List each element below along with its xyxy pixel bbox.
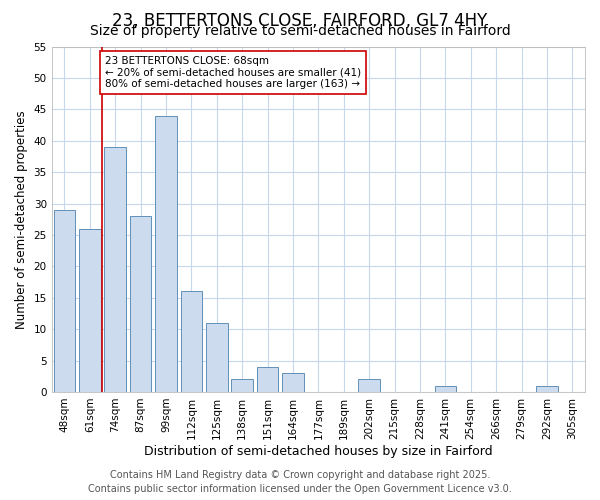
Bar — [536, 386, 557, 392]
Text: Size of property relative to semi-detached houses in Fairford: Size of property relative to semi-detach… — [89, 24, 511, 38]
Bar — [232, 380, 253, 392]
Text: 23 BETTERTONS CLOSE: 68sqm
← 20% of semi-detached houses are smaller (41)
80% of: 23 BETTERTONS CLOSE: 68sqm ← 20% of semi… — [105, 56, 361, 89]
Text: Contains HM Land Registry data © Crown copyright and database right 2025.
Contai: Contains HM Land Registry data © Crown c… — [88, 470, 512, 494]
Bar — [79, 228, 101, 392]
Bar — [206, 323, 227, 392]
Bar — [358, 380, 380, 392]
Bar — [282, 373, 304, 392]
Bar — [155, 116, 177, 392]
Bar — [130, 216, 151, 392]
Bar — [104, 147, 126, 392]
Bar — [181, 292, 202, 392]
Y-axis label: Number of semi-detached properties: Number of semi-detached properties — [15, 110, 28, 328]
Bar — [257, 367, 278, 392]
X-axis label: Distribution of semi-detached houses by size in Fairford: Distribution of semi-detached houses by … — [144, 444, 493, 458]
Bar — [53, 210, 75, 392]
Text: 23, BETTERTONS CLOSE, FAIRFORD, GL7 4HY: 23, BETTERTONS CLOSE, FAIRFORD, GL7 4HY — [112, 12, 488, 30]
Bar — [434, 386, 456, 392]
